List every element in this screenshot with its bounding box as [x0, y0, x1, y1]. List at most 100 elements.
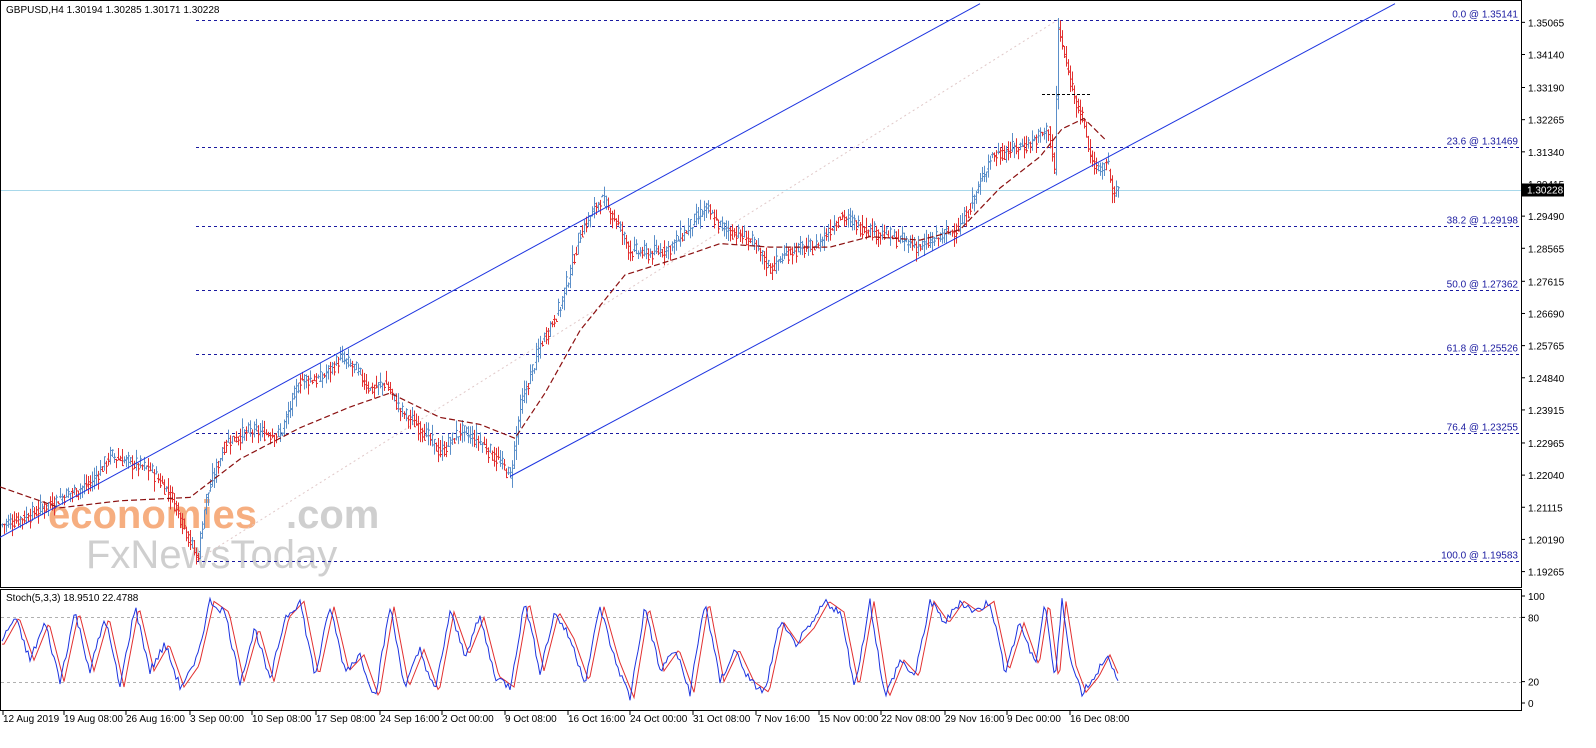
- candle: [817, 242, 820, 249]
- candle: [727, 220, 730, 242]
- candle: [85, 474, 88, 491]
- stoch-title: Stoch(5,3,3) 18.9510 22.4788: [6, 593, 139, 604]
- candle: [1097, 163, 1100, 172]
- candle: [847, 208, 850, 228]
- channel-line-upper[interactable]: [0, 3, 981, 538]
- candle: [721, 216, 724, 232]
- candle: [79, 483, 82, 500]
- candle: [5, 518, 8, 533]
- candle: [557, 298, 560, 316]
- candle: [285, 411, 288, 429]
- candle: [975, 190, 978, 204]
- last-price-label: 1.30228: [1527, 186, 1564, 197]
- candle: [1045, 122, 1048, 144]
- candle: [929, 231, 932, 248]
- price-axis: 1.350651.341401.331901.322651.313401.304…: [1521, 18, 1565, 579]
- time-tick-label: 16 Dec 08:00: [1070, 714, 1130, 725]
- candle: [463, 425, 466, 442]
- candle: [977, 181, 980, 194]
- candle: [941, 227, 944, 244]
- candle: [481, 442, 484, 453]
- candle: [541, 340, 544, 347]
- channel-line-lower[interactable]: [509, 3, 1396, 477]
- candle: [901, 225, 904, 243]
- candle: [329, 361, 332, 383]
- candle: [873, 221, 876, 236]
- candle: [811, 240, 814, 256]
- price-tick-label: 1.26690: [1528, 309, 1565, 320]
- candle: [263, 420, 266, 442]
- price-tick-label: 1.22040: [1528, 471, 1565, 482]
- candle: [943, 228, 946, 244]
- candle: [1041, 131, 1044, 137]
- candle: [623, 231, 626, 245]
- candle: [485, 438, 488, 455]
- candle: [619, 221, 622, 233]
- candle: [863, 226, 866, 234]
- fib-label-23.6: 23.6 @ 1.31469: [1447, 137, 1519, 148]
- price-tick-label: 1.25765: [1528, 342, 1565, 353]
- candle: [33, 507, 36, 518]
- candle: [499, 449, 502, 467]
- candle: [475, 423, 478, 449]
- candle: [425, 422, 428, 438]
- candle: [1063, 45, 1066, 58]
- candle: [229, 435, 232, 455]
- candle: [201, 521, 204, 539]
- candle: [575, 246, 578, 256]
- candle: [493, 446, 496, 467]
- candle: [921, 240, 924, 250]
- candle: [969, 203, 972, 215]
- candle: [837, 217, 840, 229]
- candle: [239, 428, 242, 451]
- candle: [791, 246, 794, 265]
- candle: [649, 248, 652, 258]
- candle: [1061, 30, 1064, 50]
- candle: [733, 228, 736, 238]
- candle: [489, 443, 492, 453]
- candle: [131, 455, 134, 480]
- candle: [835, 220, 838, 231]
- candle: [825, 228, 828, 241]
- candle: [985, 171, 988, 183]
- candle: [661, 248, 664, 258]
- time-axis: 12 Aug 2019 19 Aug 08:00 26 Aug 16:00 3 Sep…: [2, 711, 1130, 725]
- candle: [97, 470, 100, 490]
- candle: [175, 500, 178, 516]
- candle: [561, 296, 564, 309]
- candle: [881, 223, 884, 240]
- candle: [415, 413, 418, 426]
- candle: [521, 388, 524, 414]
- time-tick-label: 31 Oct 08:00: [693, 714, 751, 725]
- candle: [321, 372, 324, 388]
- candle: [839, 216, 842, 221]
- candle: [249, 420, 252, 437]
- price-tick-label: 1.23915: [1528, 406, 1565, 417]
- candle: [293, 385, 296, 400]
- candle: [801, 240, 804, 256]
- candle: [669, 245, 672, 261]
- candle: [779, 256, 782, 264]
- candle: [543, 332, 546, 343]
- candle: [707, 200, 710, 214]
- candle: [47, 502, 50, 517]
- price-tick-label: 1.21115: [1528, 503, 1563, 514]
- candle: [299, 374, 302, 394]
- candle: [1013, 142, 1016, 159]
- candle: [373, 384, 376, 399]
- candle: [9, 513, 12, 530]
- candle: [1021, 138, 1024, 148]
- candle: [117, 448, 120, 461]
- candle: [939, 232, 942, 242]
- candle: [435, 442, 438, 452]
- candle: [771, 263, 774, 280]
- time-tick-label: 24 Sep 16:00: [380, 714, 440, 725]
- candle: [633, 236, 636, 252]
- candle: [751, 230, 754, 247]
- candle: [563, 287, 566, 311]
- last-price-box-bg: [1522, 183, 1564, 197]
- candle: [219, 457, 222, 467]
- candle: [953, 223, 956, 247]
- candle: [369, 387, 372, 391]
- candle: [1081, 106, 1084, 123]
